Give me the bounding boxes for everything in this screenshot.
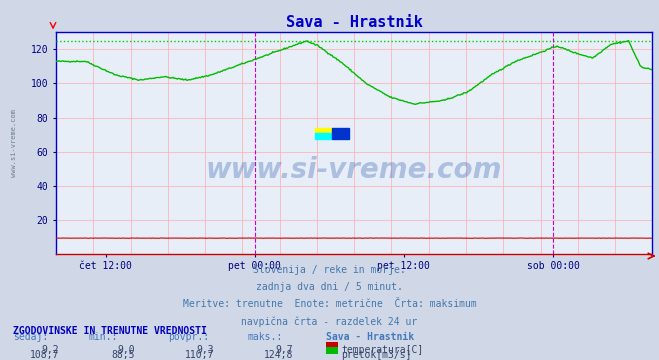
Text: maks.:: maks.:: [247, 332, 282, 342]
Text: www.si-vreme.com: www.si-vreme.com: [11, 109, 17, 177]
Text: 9,3: 9,3: [196, 345, 214, 355]
Text: 110,7: 110,7: [185, 350, 214, 360]
Text: 108,7: 108,7: [30, 350, 59, 360]
Text: temperatura[C]: temperatura[C]: [341, 345, 424, 355]
Text: zadnja dva dni / 5 minut.: zadnja dva dni / 5 minut.: [256, 282, 403, 292]
Text: povpr.:: povpr.:: [168, 332, 209, 342]
Text: navpična črta - razdelek 24 ur: navpična črta - razdelek 24 ur: [241, 316, 418, 327]
Text: 9,7: 9,7: [275, 345, 293, 355]
Text: Meritve: trenutne  Enote: metrične  Črta: maksimum: Meritve: trenutne Enote: metrične Črta: …: [183, 299, 476, 309]
Text: 9,0: 9,0: [117, 345, 135, 355]
Text: Slovenija / reke in morje.: Slovenija / reke in morje.: [253, 265, 406, 275]
Text: Sava - Hrastnik: Sava - Hrastnik: [326, 332, 415, 342]
Text: pretok[m3/s]: pretok[m3/s]: [341, 350, 412, 360]
Bar: [332, 127, 349, 139]
Text: 124,8: 124,8: [264, 350, 293, 360]
Text: ZGODOVINSKE IN TRENUTNE VREDNOSTI: ZGODOVINSKE IN TRENUTNE VREDNOSTI: [13, 326, 207, 336]
Text: www.si-vreme.com: www.si-vreme.com: [206, 156, 502, 184]
Bar: [316, 127, 332, 133]
Title: Sava - Hrastnik: Sava - Hrastnik: [286, 15, 422, 30]
Text: min.:: min.:: [89, 332, 119, 342]
Bar: [316, 133, 332, 139]
Text: 9,2: 9,2: [42, 345, 59, 355]
Text: 88,5: 88,5: [111, 350, 135, 360]
Text: sedaj:: sedaj:: [13, 332, 48, 342]
